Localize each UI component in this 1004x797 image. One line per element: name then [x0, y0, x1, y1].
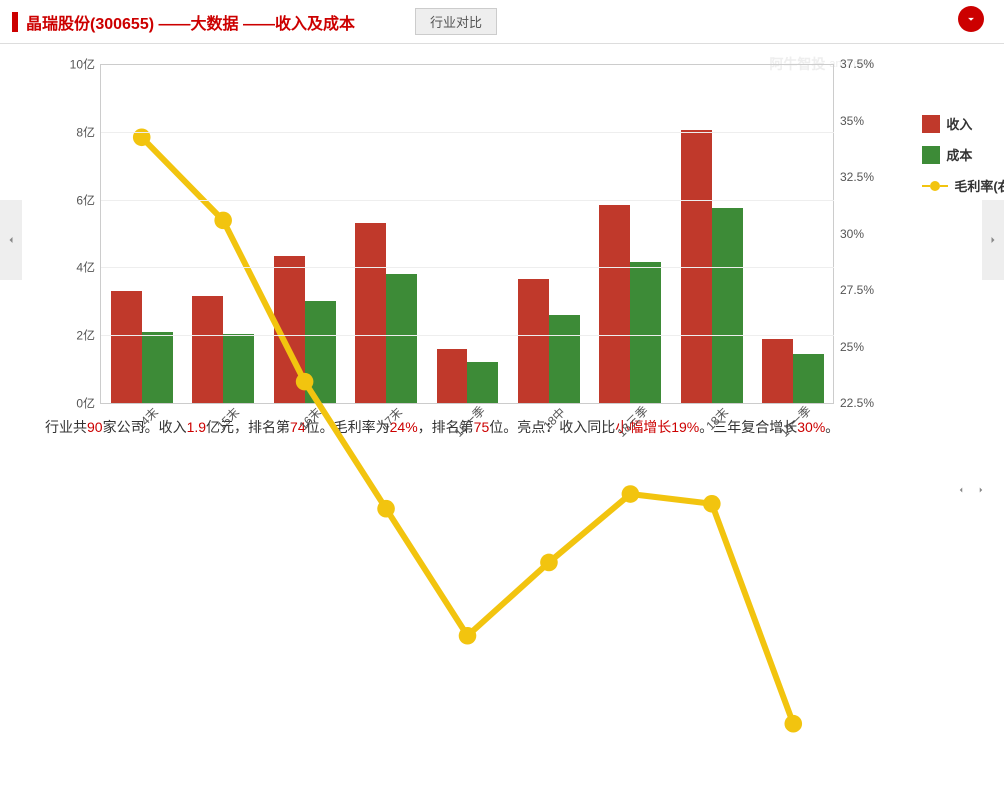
pager-next-icon[interactable]	[976, 483, 986, 497]
gridline	[101, 267, 834, 268]
gridline	[101, 132, 834, 133]
legend-swatch-revenue	[922, 115, 940, 133]
legend-revenue: 收入	[922, 114, 1004, 133]
y-left-tick: 0亿	[76, 395, 101, 412]
chart: 阿牛智投 aniu.com 14末15末16末17末18一季18中18三季18末…	[0, 44, 1004, 404]
legend-line-icon	[922, 181, 948, 191]
y-right-tick: 37.5%	[834, 57, 874, 71]
plot-area: 14末15末16末17末18一季18中18三季18末19一季 0亿2亿4亿6亿8…	[100, 64, 834, 404]
y-left-tick: 2亿	[76, 327, 101, 344]
y-right-tick: 35%	[834, 114, 864, 128]
y-right-tick: 32.5%	[834, 170, 874, 184]
y-right-tick: 25%	[834, 340, 864, 354]
pager-prev-icon[interactable]	[956, 483, 966, 497]
gridline	[101, 200, 834, 201]
gridline	[101, 335, 834, 336]
chevron-down-icon	[964, 12, 978, 26]
y-left-tick: 10亿	[70, 56, 101, 73]
y-right-tick: 27.5%	[834, 283, 874, 297]
accent-bar	[12, 12, 18, 32]
footer-text-seg: 行业共	[45, 419, 87, 435]
y-right-tick: 22.5%	[834, 396, 874, 410]
header: 晶瑞股份(300655) ——大数据 ——收入及成本 行业对比	[0, 0, 1004, 44]
pager	[956, 483, 986, 497]
collapse-button[interactable]	[958, 6, 984, 32]
y-left-tick: 8亿	[76, 123, 101, 140]
legend-margin: 毛利率(右轴)	[922, 176, 1004, 195]
app-root: 晶瑞股份(300655) ——大数据 ——收入及成本 行业对比 阿牛智投 ani…	[0, 0, 1004, 507]
legend: 收入 成本 毛利率(右轴)	[922, 114, 1004, 207]
y-left-tick: 6亿	[76, 191, 101, 208]
legend-cost: 成本	[922, 145, 1004, 164]
y-right-tick: 30%	[834, 227, 864, 241]
y-left-tick: 4亿	[76, 259, 101, 276]
page-title: 晶瑞股份(300655) ——大数据 ——收入及成本	[26, 10, 355, 34]
margin-line	[101, 64, 834, 797]
industry-compare-button[interactable]: 行业对比	[415, 8, 497, 35]
legend-swatch-cost	[922, 146, 940, 164]
